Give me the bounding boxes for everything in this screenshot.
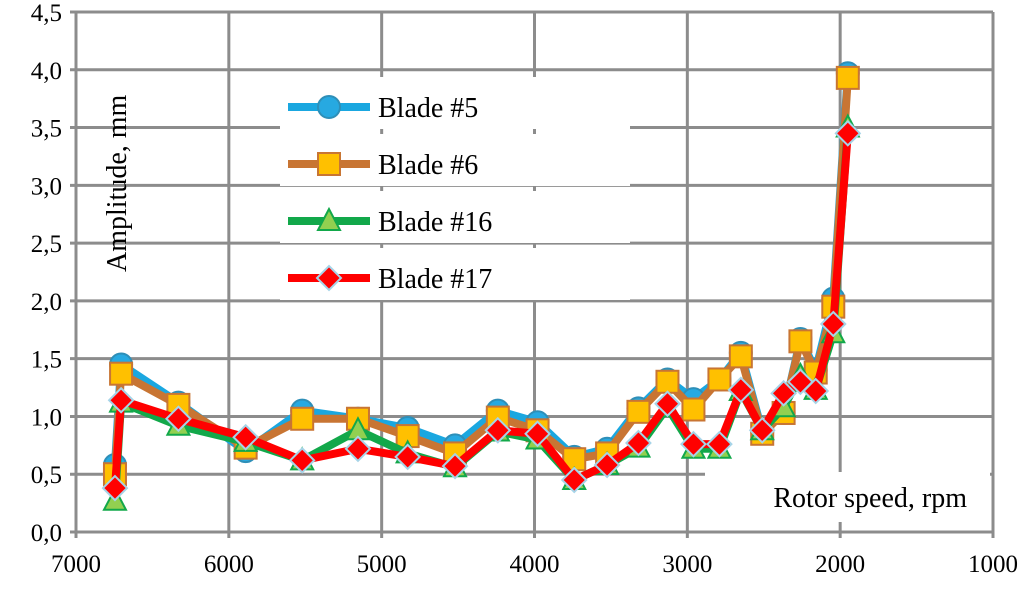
data-point-diamond	[593, 451, 621, 479]
y-tick-label: 0,5	[31, 462, 62, 489]
y-tick-label: 4,5	[31, 0, 62, 27]
y-tick-label: 4,0	[31, 58, 62, 85]
x-axis-label: Rotor speed, rpm	[773, 483, 967, 514]
data-point-square	[728, 344, 753, 369]
data-point-square	[788, 329, 813, 354]
data-point-diamond	[727, 376, 755, 404]
data-point-square	[626, 399, 651, 424]
data-point-diamond	[524, 420, 551, 448]
data-point-square	[655, 369, 680, 394]
data-point-diamond	[770, 379, 798, 407]
data-point-diamond	[706, 430, 733, 458]
legend-label: Blade #16	[378, 207, 492, 238]
x-tick-label: 6000	[204, 551, 254, 578]
data-point-diamond	[680, 430, 707, 458]
data-point-diamond	[441, 452, 469, 480]
data-point-diamond	[560, 466, 588, 494]
data-point-diamond	[748, 416, 776, 444]
x-tick-label: 2000	[815, 551, 865, 578]
data-point-diamond	[625, 429, 652, 457]
x-tick-label: 1000	[968, 551, 1018, 578]
y-tick-label: 1,5	[31, 347, 62, 374]
data-point-square	[290, 406, 315, 431]
legend: Blade #5 Blade #6 Blade #16 Blade #17	[280, 77, 630, 300]
data-point-triangle	[316, 206, 342, 231]
data-point-diamond	[232, 423, 260, 451]
data-point-diamond	[288, 446, 316, 474]
data-point-diamond	[484, 416, 512, 444]
data-point-diamond	[164, 405, 192, 433]
data-point-diamond	[802, 377, 830, 405]
data-point-square	[317, 152, 341, 176]
y-axis-label: Amplitude, mm	[102, 94, 133, 272]
x-axis-label-bg	[705, 472, 990, 522]
y-tick-label: 3,5	[31, 116, 62, 143]
y-tick-label: 1,0	[31, 404, 62, 431]
y-tick-label: 3,0	[31, 173, 62, 200]
x-tick-label: 7000	[51, 551, 101, 578]
data-point-diamond	[315, 264, 343, 292]
y-tick-label: 0,0	[31, 520, 62, 547]
data-point-diamond	[101, 474, 129, 502]
data-point-diamond	[834, 119, 862, 147]
data-point-diamond	[107, 386, 135, 414]
data-point-diamond	[394, 443, 422, 471]
data-point-circle	[317, 95, 341, 119]
data-point-square	[109, 361, 134, 386]
x-tick-label: 5000	[357, 551, 407, 578]
series-blade17	[101, 119, 862, 502]
data-point-square	[707, 367, 732, 392]
x-tick-label: 4000	[510, 551, 560, 578]
data-point-square	[835, 65, 860, 90]
data-point-diamond	[654, 390, 681, 418]
y-tick-label: 2,0	[31, 289, 62, 316]
x-tick-label: 3000	[662, 551, 712, 578]
data-point-diamond	[819, 310, 847, 338]
data-point-square	[681, 397, 706, 422]
y-tick-label: 2,5	[31, 231, 62, 258]
legend-label: Blade #6	[378, 150, 478, 181]
legend-label: Blade #17	[378, 264, 492, 295]
legend-label: Blade #5	[378, 93, 478, 124]
data-point-diamond	[344, 435, 372, 463]
